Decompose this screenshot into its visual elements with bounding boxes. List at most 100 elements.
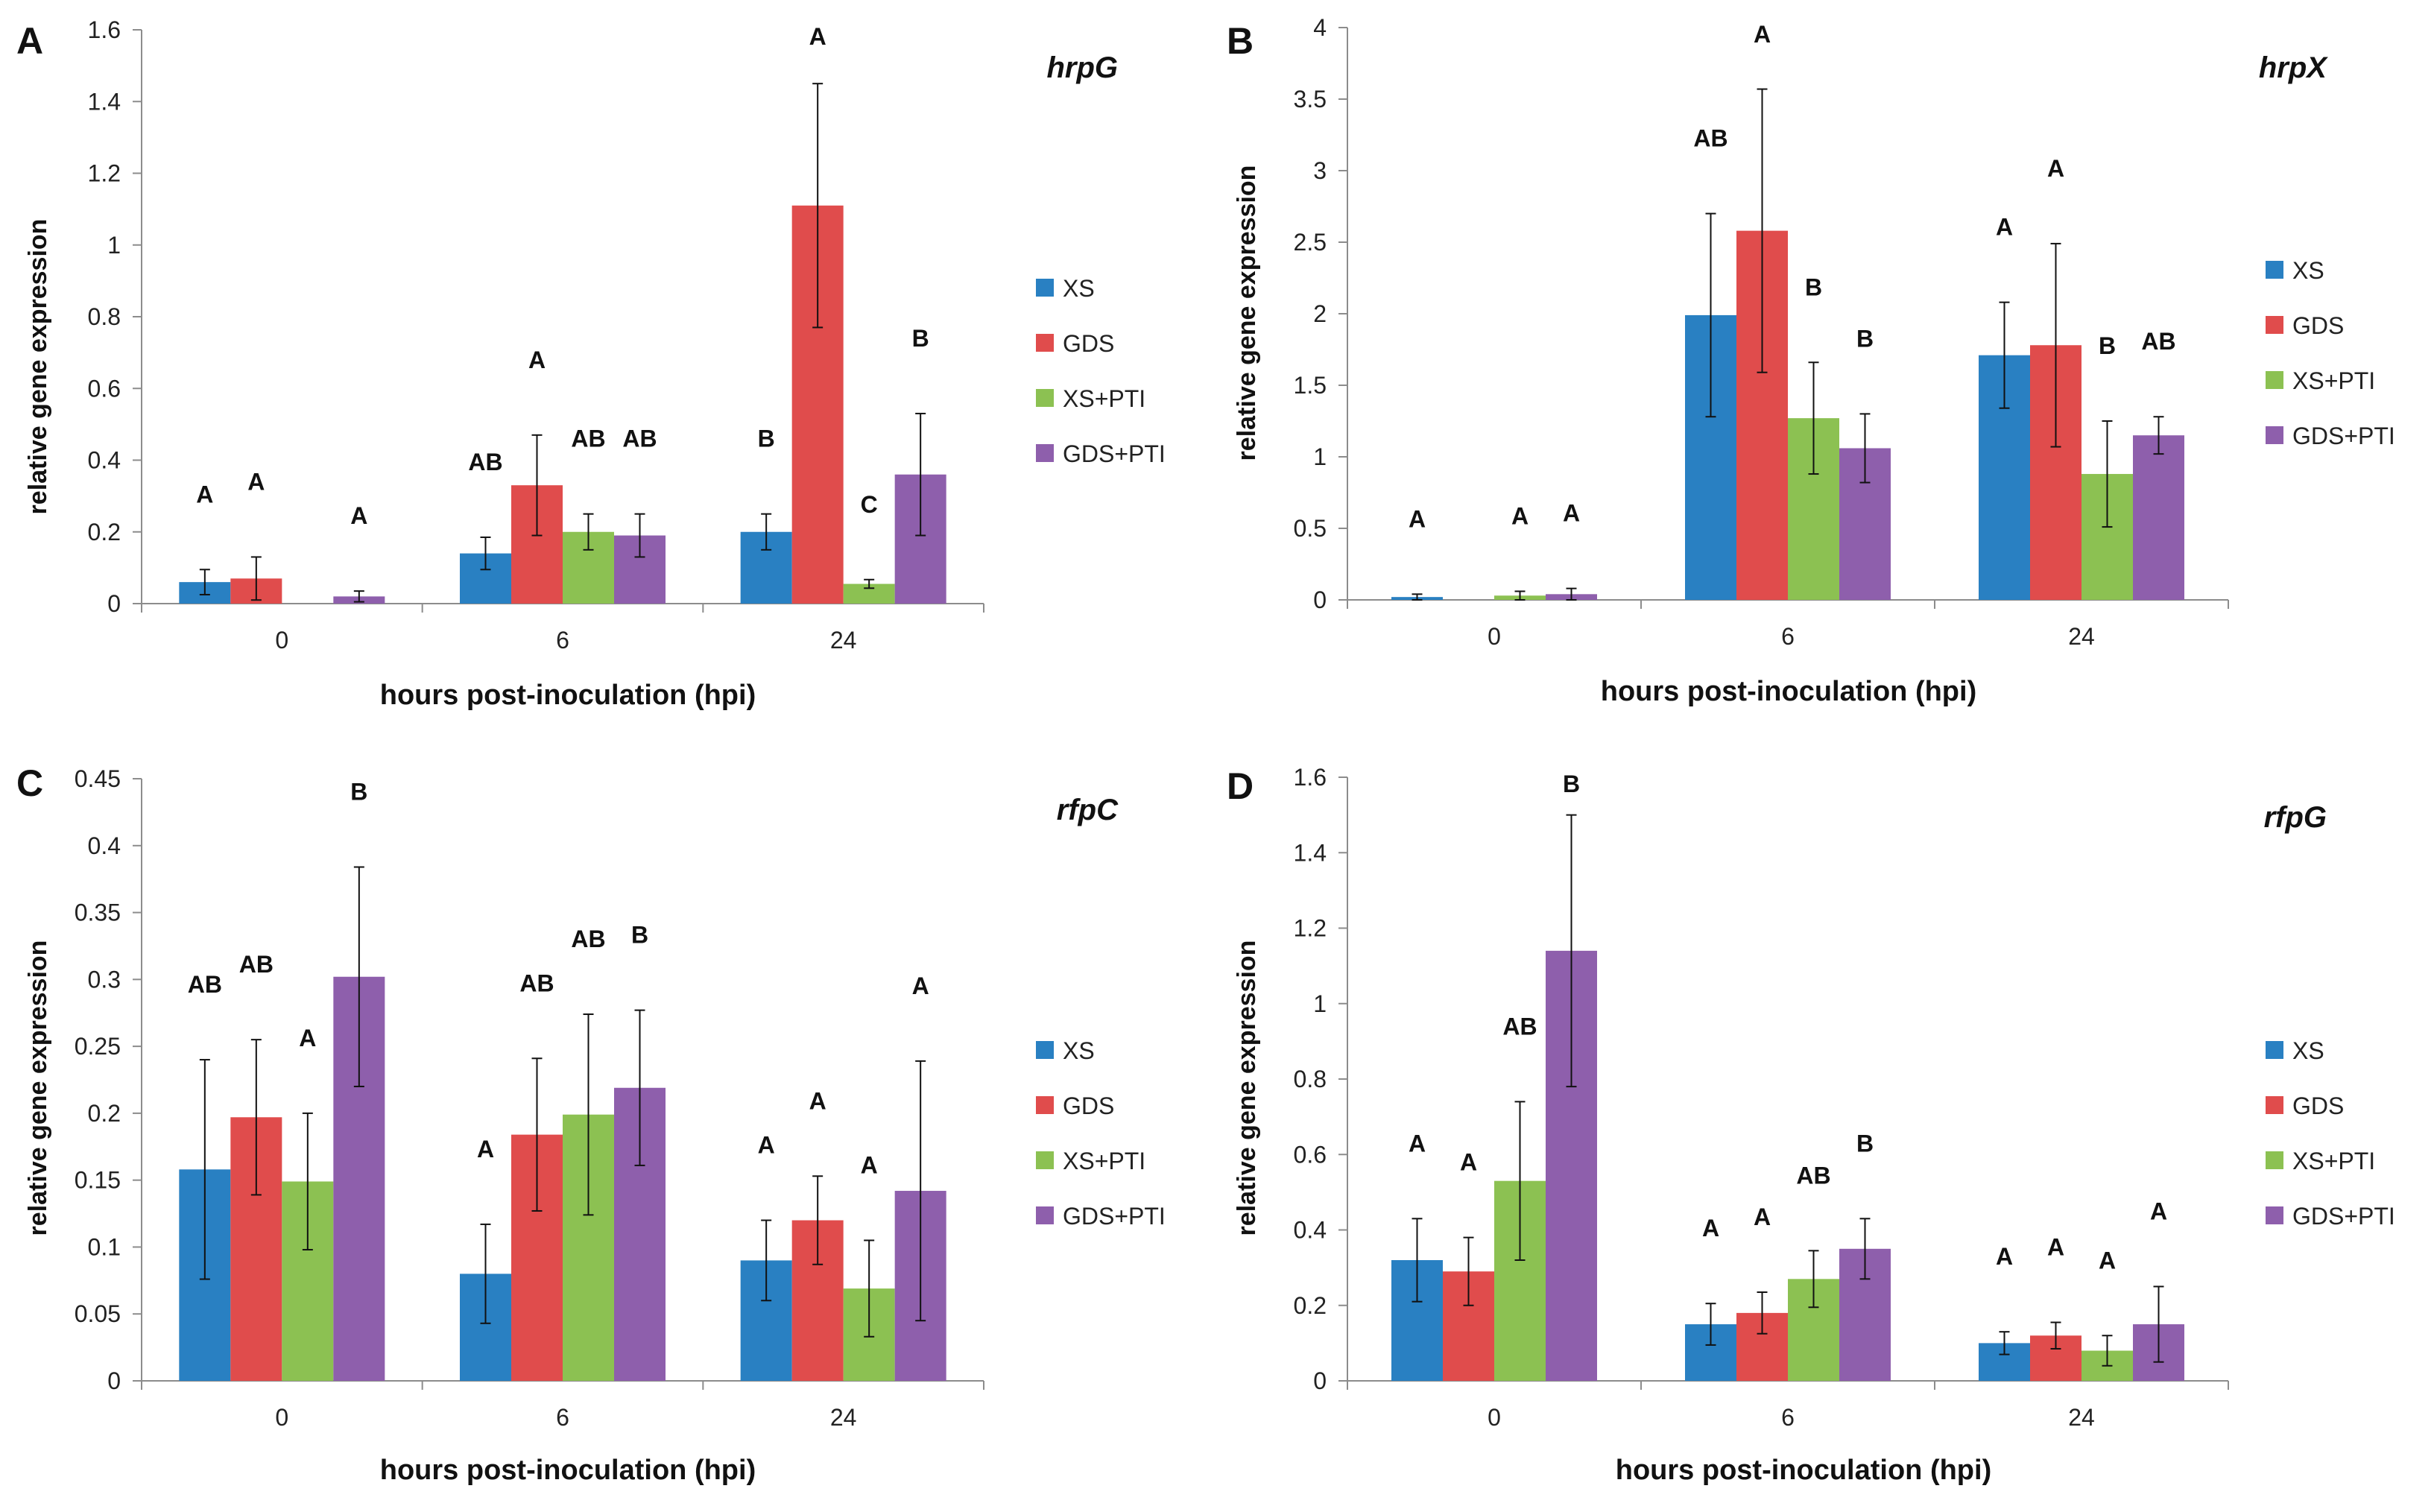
legend-label-xs-pti: XS+PTI <box>2292 367 2375 394</box>
significance-letter: A <box>477 1136 494 1163</box>
y-tick-label: 0.1 <box>88 1233 121 1260</box>
legend-swatch <box>1036 1206 1054 1224</box>
legend: XS GDS XS+PTI GDS+PTI <box>1036 275 1166 467</box>
y-tick-label: 0.4 <box>88 447 121 474</box>
legend-label-xs-pti: XS+PTI <box>2292 1148 2375 1174</box>
y-tick-label: 3 <box>1313 157 1327 184</box>
significance-letter: A <box>2047 1234 2064 1261</box>
significance-letter: A <box>809 23 826 50</box>
significance-letter: AB <box>571 426 605 452</box>
significance-letter: AB <box>2141 328 2175 355</box>
x-tick-label: 24 <box>830 627 857 654</box>
legend-swatch <box>1036 279 1054 297</box>
x-axis-ticks: 0 6 24 <box>275 1404 856 1431</box>
gene-title: hrpG <box>1046 51 1118 84</box>
legend-label-gds-pti: GDS+PTI <box>1063 440 1166 467</box>
y-tick-label: 0 <box>107 1367 121 1394</box>
x-tick-label: 0 <box>275 627 288 654</box>
y-axis-label: relative gene expression <box>24 940 52 1236</box>
y-tick-label: 4 <box>1313 14 1327 41</box>
significance-letter: A <box>2150 1198 2167 1224</box>
legend-swatch <box>1036 1151 1054 1169</box>
significance-letter: A <box>1754 1203 1771 1230</box>
gene-title: hrpX <box>2259 51 2328 84</box>
significance-letter: AB <box>188 971 222 998</box>
panel-letter: B <box>1227 20 1254 62</box>
y-tick-label: 1.4 <box>88 88 121 115</box>
y-tick-label: 0.4 <box>1294 1217 1327 1244</box>
significance-letter: A <box>1996 214 2013 241</box>
y-tick-label: 0.2 <box>88 1100 121 1127</box>
x-axis-ticks: 0 6 24 <box>1488 1404 2095 1431</box>
y-tick-label: 0.8 <box>1294 1066 1327 1092</box>
y-tick-label: 2 <box>1313 300 1327 327</box>
legend-label-gds: GDS <box>1063 330 1114 357</box>
legend-label-gds-pti: GDS+PTI <box>1063 1203 1166 1230</box>
gene-title: rfpG <box>2264 801 2327 834</box>
significance-letter: A <box>861 1151 878 1178</box>
y-tick-label: 0 <box>1313 586 1327 613</box>
legend-label-gds: GDS <box>2292 1092 2344 1119</box>
significance-letter: B <box>1563 771 1580 797</box>
legend-swatch <box>2266 261 2283 279</box>
significance-letter: B <box>631 922 648 949</box>
significance-letter: A <box>528 347 546 373</box>
x-tick-label: 0 <box>1488 623 1501 650</box>
y-tick-label: 0 <box>1313 1367 1327 1394</box>
legend-swatch <box>2266 1151 2283 1169</box>
y-tick-label: 0.25 <box>75 1033 121 1060</box>
significance-letter: B <box>758 426 775 452</box>
x-tick-label: 6 <box>556 627 569 654</box>
x-tick-label: 24 <box>830 1404 857 1431</box>
legend-swatch <box>1036 1096 1054 1114</box>
x-axis-ticks: 0 6 24 <box>1488 623 2095 650</box>
significance-letter: AB <box>1502 1013 1537 1040</box>
y-tick-label: 0.35 <box>75 899 121 926</box>
x-tick-label: 0 <box>275 1404 288 1431</box>
x-tick-label: 24 <box>2068 1404 2095 1431</box>
x-axis-label: hours post-inoculation (hpi) <box>1601 676 1976 707</box>
significance-letter: B <box>1856 1130 1874 1157</box>
legend-swatch <box>2266 1206 2283 1224</box>
x-axis-ticks: 0 6 24 <box>275 627 856 654</box>
x-tick-label: 24 <box>2068 623 2095 650</box>
y-tick-label: 1 <box>107 232 121 259</box>
legend-swatch <box>1036 444 1054 462</box>
significance-letter: A <box>1460 1149 1477 1176</box>
panel-b-hrpX: B hrpX relative gene expression hours po… <box>1227 14 2395 707</box>
y-tick-label: 0.3 <box>88 966 121 993</box>
y-axis-label: relative gene expression <box>24 219 52 515</box>
significance-letter: A <box>1996 1243 2013 1270</box>
legend-label-xs: XS <box>1063 1037 1095 1064</box>
y-tick-label: 1.2 <box>1294 915 1327 942</box>
significance-letter: B <box>912 325 929 352</box>
y-tick-label: 0.4 <box>88 832 121 859</box>
y-tick-label: 3.5 <box>1294 86 1327 113</box>
legend: XS GDS XS+PTI GDS+PTI <box>2266 257 2395 449</box>
legend-label-gds-pti: GDS+PTI <box>2292 423 2395 449</box>
y-tick-label: 1.5 <box>1294 372 1327 399</box>
y-tick-label: 0.45 <box>75 765 121 792</box>
significance-letter: A <box>912 972 929 999</box>
legend-swatch <box>2266 1096 2283 1114</box>
legend-label-gds: GDS <box>1063 1092 1114 1119</box>
y-tick-label: 1 <box>1313 443 1327 470</box>
significance-letter: B <box>350 779 367 806</box>
legend-swatch <box>1036 1041 1054 1059</box>
y-tick-label: 0.6 <box>1294 1141 1327 1168</box>
significance-letter: A <box>2047 155 2064 182</box>
panel-letter: C <box>16 762 43 804</box>
legend-label-xs: XS <box>2292 1037 2324 1064</box>
x-tick-label: 6 <box>1781 1404 1795 1431</box>
legend-label-gds: GDS <box>2292 312 2344 339</box>
legend-label-xs: XS <box>2292 257 2324 284</box>
significance-letter: AB <box>1796 1162 1830 1189</box>
significance-letter: A <box>809 1087 826 1114</box>
significance-letter: B <box>1805 273 1822 300</box>
significance-letter: B <box>2099 332 2116 359</box>
legend-swatch <box>2266 426 2283 444</box>
y-tick-label: 1.6 <box>1294 764 1327 791</box>
